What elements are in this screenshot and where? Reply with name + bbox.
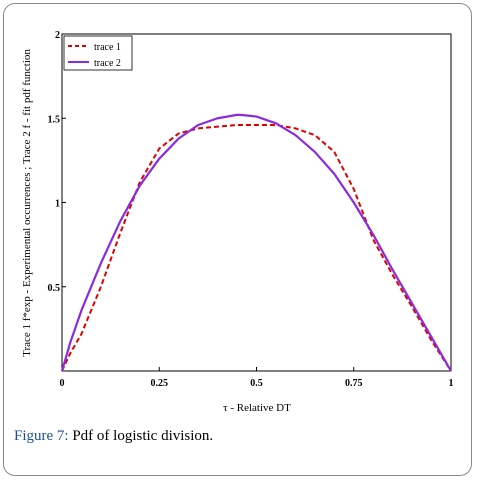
x-tick-label: 0 (60, 378, 65, 389)
y-axis-label: Trace 1 f*exp - Experimental occurrences… (21, 49, 33, 357)
series-line-trace-1 (61, 123, 452, 372)
figure-caption: Figure 7: Pdf of logistic division. (14, 428, 213, 445)
y-tick-label: 2 (55, 30, 60, 41)
caption-label: Figure 7: (14, 428, 69, 444)
legend: trace 1 trace 2 (63, 35, 133, 71)
x-tick-label: 1 (449, 378, 454, 389)
legend-box (63, 35, 133, 71)
series-layer (60, 113, 452, 372)
series-line-trace-2 (60, 113, 452, 372)
figure-frame (3, 3, 472, 476)
x-tick-label: 0.5 (250, 378, 263, 389)
x-tick-label: 0.75 (345, 378, 363, 389)
y-axis: 0.5 1 1.5 2 (48, 30, 66, 294)
caption-text: Pdf of logistic division. (68, 428, 214, 444)
x-axis: 0 0.25 0.5 0.75 1 (60, 367, 454, 389)
y-tick-label: 1 (55, 199, 60, 210)
x-tick-label: 0.25 (151, 378, 169, 389)
legend-label-trace-1: trace 1 (94, 42, 121, 53)
y-tick-label: 0.5 (48, 283, 61, 294)
plot-area (61, 33, 452, 372)
y-tick-label: 1.5 (48, 114, 61, 125)
legend-label-trace-2: trace 2 (94, 58, 121, 69)
x-axis-label: τ - Relative DT (223, 402, 291, 414)
